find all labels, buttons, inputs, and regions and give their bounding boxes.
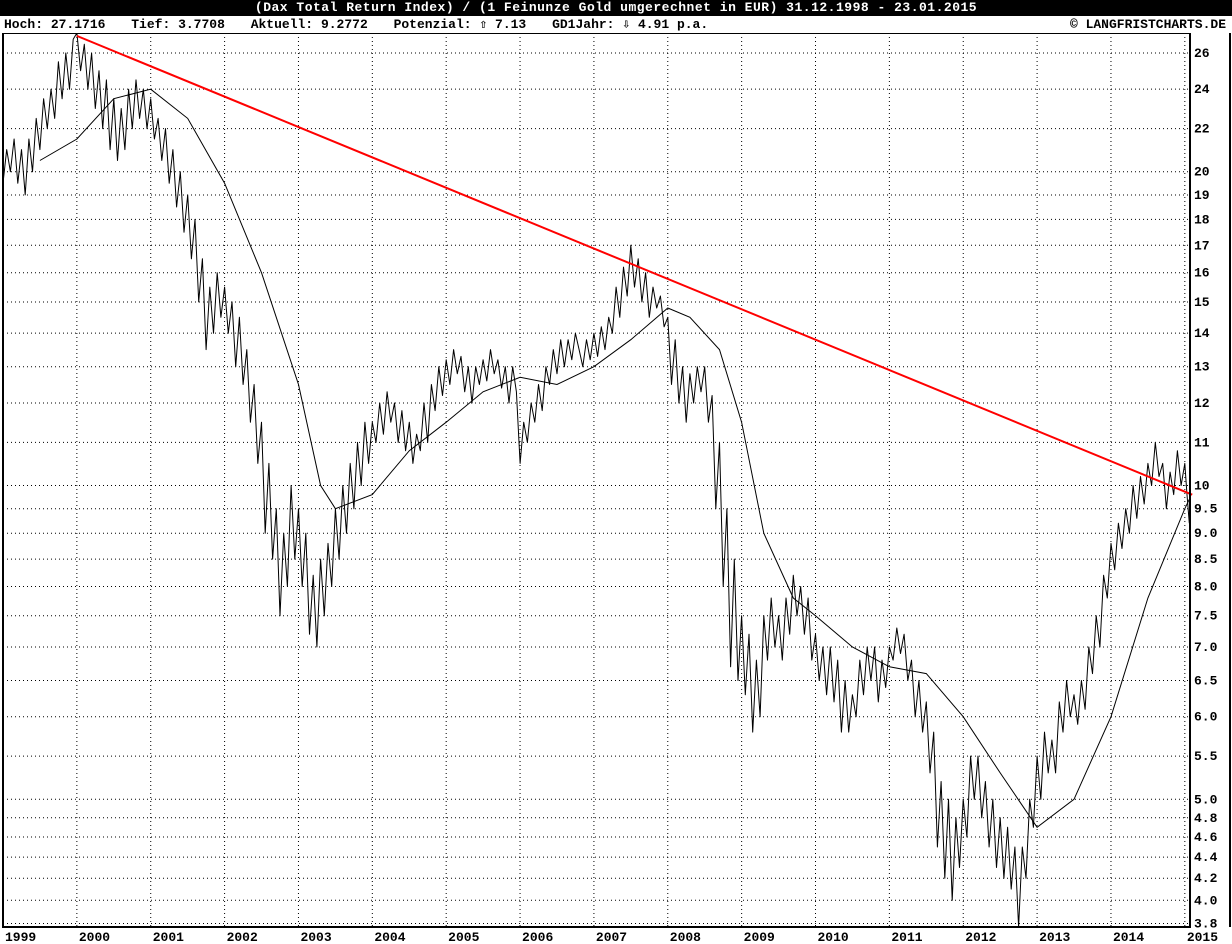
chart-title-bar: (Dax Total Return Index) / (1 Feinunze G… [0,0,1232,16]
x-tick-label: 2008 [670,930,701,944]
y-tick-label: 24 [1194,82,1210,97]
x-tick-label: 2005 [448,930,479,944]
y-tick-label: 12 [1194,396,1210,411]
gd-label: GD1Jahr: [552,17,614,32]
x-tick-label: 2014 [1113,930,1144,944]
chart-plot-area: 3.84.04.24.44.64.85.05.56.06.57.07.58.08… [0,33,1232,944]
y-tick-label: 13 [1194,360,1210,375]
x-tick-label: 2003 [300,930,331,944]
y-tick-label: 8.5 [1194,552,1218,567]
y-tick-label: 6.5 [1194,674,1218,689]
y-tick-label: 5.0 [1194,792,1218,807]
y-tick-label: 4.8 [1194,811,1218,826]
y-tick-label: 7.5 [1194,609,1218,624]
y-tick-label: 6.0 [1194,710,1218,725]
y-tick-label: 15 [1194,295,1210,310]
x-tick-label: 2013 [1039,930,1070,944]
y-tick-label: 4.4 [1194,850,1218,865]
x-tick-label: 2012 [965,930,996,944]
y-tick-label: 4.6 [1194,830,1218,845]
aktuell-label: Aktuell: [251,17,313,32]
y-tick-label: 4.0 [1194,893,1218,908]
y-tick-label: 22 [1194,122,1210,137]
y-tick-label: 8.0 [1194,580,1218,595]
y-tick-label: 5.5 [1194,749,1218,764]
x-tick-label: 2001 [153,930,184,944]
y-tick-label: 11 [1194,435,1210,450]
x-tick-label: 2004 [374,930,405,944]
x-tick-label: 2002 [227,930,258,944]
y-tick-label: 4.2 [1194,871,1218,886]
gd-arrow-icon: ⇩ [622,17,630,32]
gd-value: 4.91 p.a. [638,17,708,32]
x-tick-label: 2009 [744,930,775,944]
aktuell-value: 9.2772 [321,17,368,32]
y-tick-label: 9.5 [1194,502,1218,517]
y-tick-label: 14 [1194,326,1210,341]
watermark: © LANGFRISTCHARTS.DE [1070,16,1226,33]
hoch-label: Hoch: [4,17,43,32]
y-tick-label: 10 [1194,478,1210,493]
price-line [3,33,1189,927]
chart-title: (Dax Total Return Index) / (1 Feinunze G… [255,0,977,15]
y-tick-label: 18 [1194,212,1210,227]
potenzial-value: 7.13 [495,17,526,32]
x-tick-label: 2007 [596,930,627,944]
tief-label: Tief: [131,17,170,32]
x-tick-label: 2011 [891,930,922,944]
potenzial-arrow-icon: ⇧ [479,17,487,32]
y-tick-label: 9.0 [1194,526,1218,541]
x-tick-label: 2015 [1187,930,1218,944]
y-tick-label: 19 [1194,188,1210,203]
hoch-value: 27.1716 [51,17,106,32]
trendline [77,36,1192,495]
y-tick-label: 16 [1194,266,1210,281]
y-tick-label: 26 [1194,46,1210,61]
tief-value: 3.7708 [178,17,225,32]
x-tick-label: 2000 [79,930,110,944]
x-tick-label: 2010 [818,930,849,944]
potenzial-label: Potenzial: [394,17,472,32]
x-tick-label: 2006 [522,930,553,944]
moving-average-line [40,89,1189,827]
chart-svg: 3.84.04.24.44.64.85.05.56.06.57.07.58.08… [0,33,1232,944]
y-tick-label: 7.0 [1194,640,1218,655]
chart-info-bar: Hoch: 27.1716 Tief: 3.7708 Aktuell: 9.27… [0,16,1232,33]
x-tick-label: 1999 [5,930,36,944]
y-tick-label: 17 [1194,238,1210,253]
y-tick-label: 20 [1194,165,1210,180]
